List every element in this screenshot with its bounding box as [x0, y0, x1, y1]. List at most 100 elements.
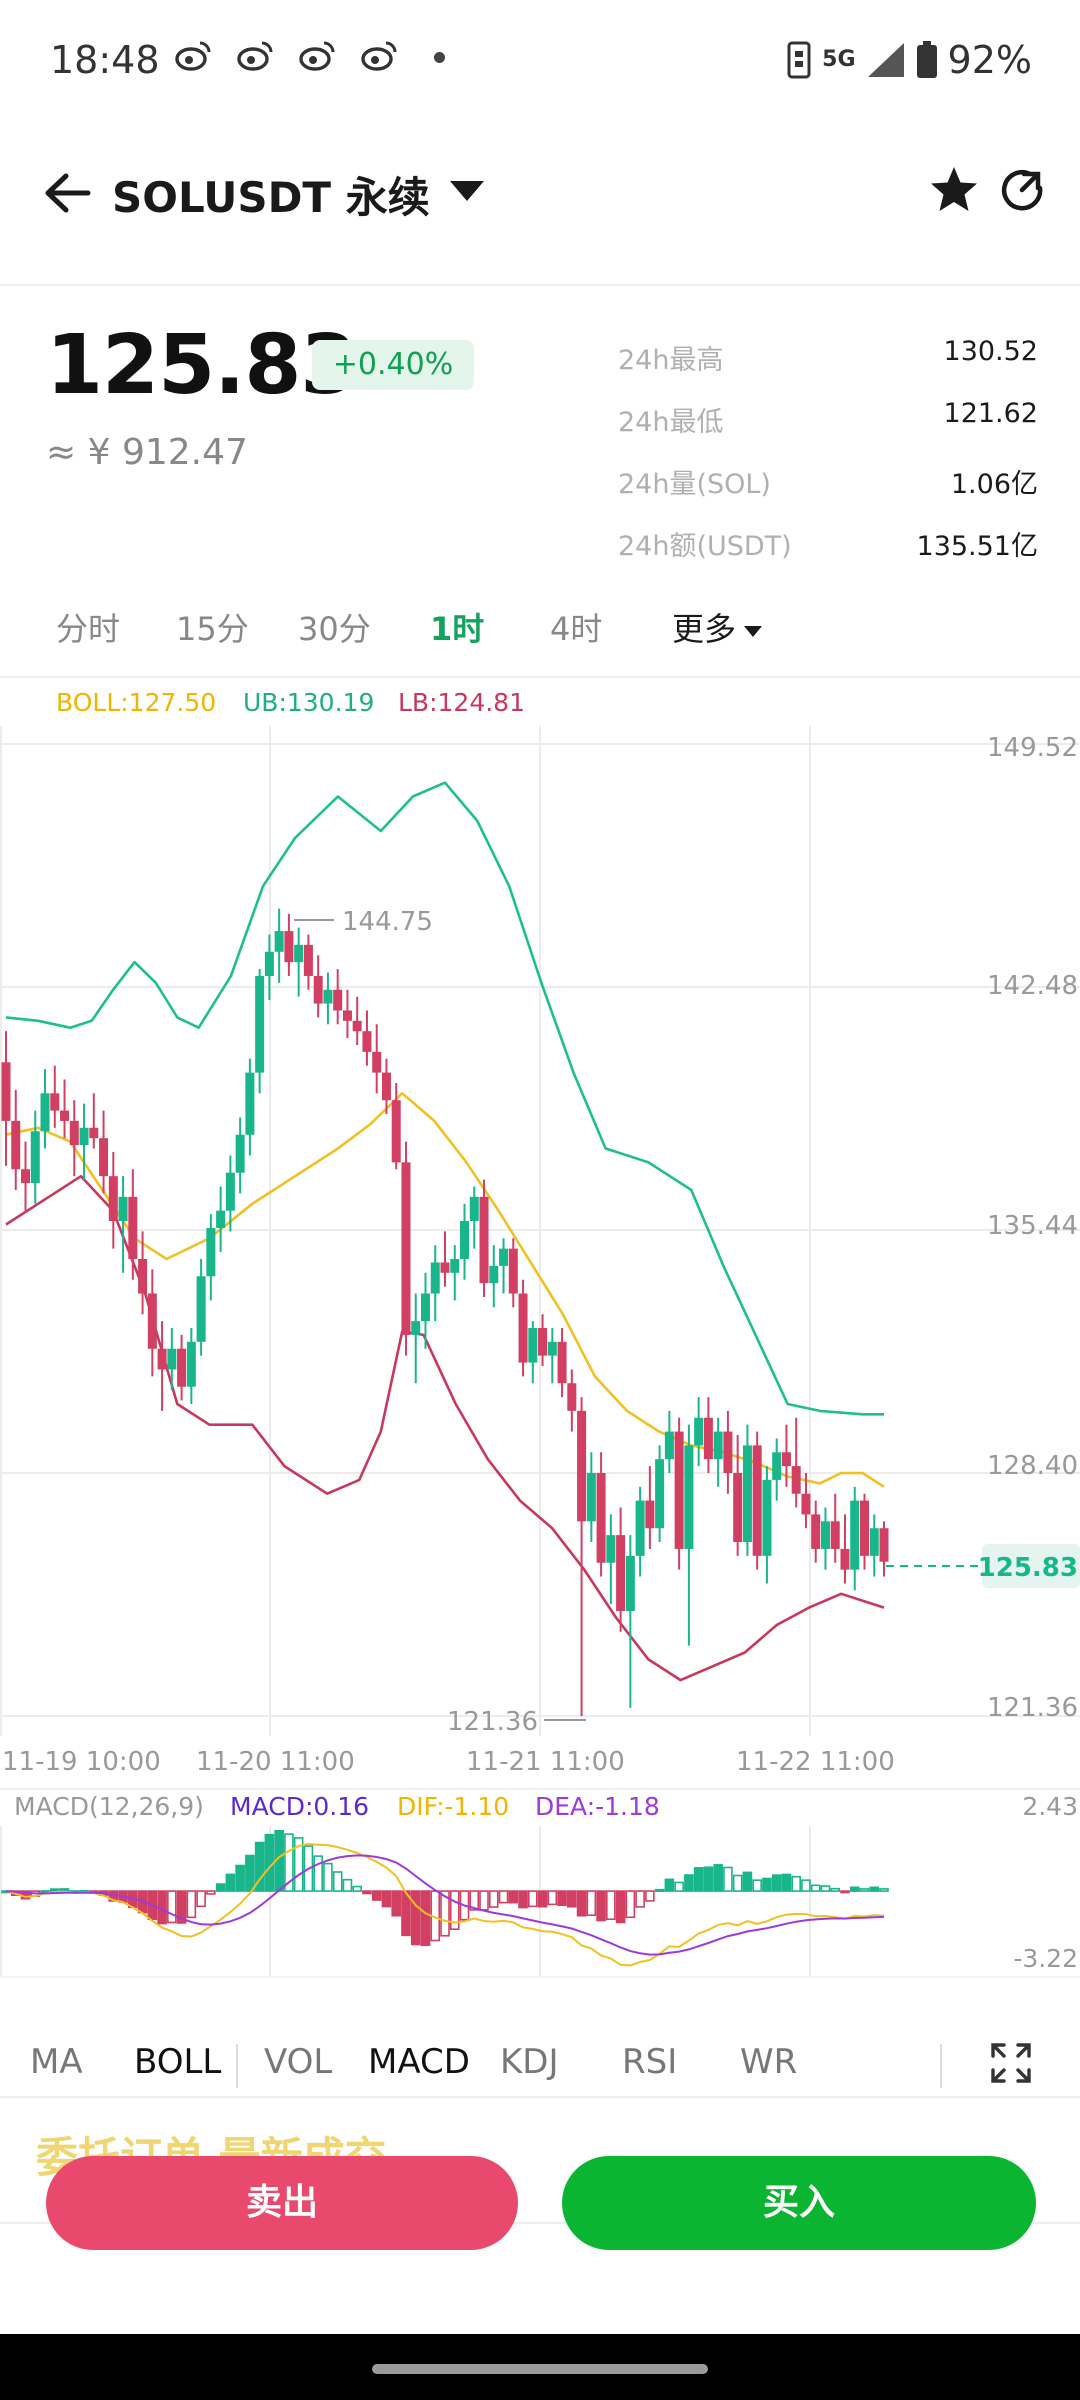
divider: [0, 1976, 1080, 1978]
candle-body: [167, 1348, 177, 1370]
candle-body: [323, 989, 333, 1004]
candle-body: [762, 1479, 772, 1556]
stat-value: 130.52: [943, 336, 1038, 367]
fullscreen-icon[interactable]: [990, 2042, 1032, 2084]
tab-indicator-boll[interactable]: BOLL: [134, 2042, 222, 2082]
tab-indicator-rsi[interactable]: RSI: [622, 2042, 678, 2082]
candle-body: [79, 1127, 89, 1146]
macd-value: MACD:0.16: [230, 1792, 370, 1821]
candle-body: [391, 1100, 401, 1163]
stat-label: 24h额(USDT): [618, 531, 792, 562]
battery-icon: [916, 41, 937, 78]
macd-histogram-bar: [527, 1890, 538, 1908]
macd-histogram-bar: [762, 1877, 772, 1892]
macd-histogram-bar: [196, 1890, 206, 1908]
macd-histogram-bar: [576, 1890, 587, 1917]
macd-histogram-bar: [293, 1837, 304, 1892]
boll-mid-line: [5, 1091, 885, 1488]
macd-histogram-bar: [567, 1890, 577, 1908]
boll-lower-value: LB:124.81: [398, 688, 525, 717]
candle-body: [99, 1138, 109, 1177]
candle-body: [411, 1321, 421, 1335]
macd-histogram-bar: [449, 1890, 460, 1930]
candle-body: [518, 1293, 528, 1363]
candle-body: [50, 1093, 60, 1111]
candle-body: [138, 1258, 148, 1294]
candle-body: [235, 1134, 245, 1173]
macd-histogram-bar: [508, 1890, 519, 1904]
macd-histogram-bar: [469, 1890, 480, 1911]
candle-body: [879, 1528, 889, 1562]
macd-histogram-bar: [479, 1890, 489, 1911]
candle-body: [352, 1020, 362, 1032]
tab-timeframe-4h[interactable]: 4时: [550, 610, 603, 648]
candle-body: [381, 1072, 391, 1101]
candle-body: [128, 1196, 138, 1259]
tab-indicator-macd[interactable]: MACD: [368, 2042, 470, 2082]
macd-histogram-bar: [332, 1871, 343, 1892]
candle-body: [694, 1417, 704, 1446]
macd-chart[interactable]: [0, 1826, 1080, 1976]
candle-body: [11, 1120, 21, 1170]
tab-timeframe-1h[interactable]: 1时: [430, 610, 485, 648]
y-axis-label: 149.52: [987, 733, 1078, 763]
tab-timeframe-more[interactable]: 更多: [672, 604, 764, 650]
candle-body: [801, 1493, 811, 1515]
macd-histogram-bar: [869, 1886, 880, 1892]
weibo-notification-icon: [175, 41, 211, 71]
tab-indicator-vol[interactable]: VOL: [264, 2042, 333, 2082]
macd-histogram-bar: [215, 1883, 226, 1892]
macd-histogram-bar: [713, 1864, 723, 1892]
y-axis-label: 121.36: [987, 1693, 1078, 1723]
macd-histogram-bar: [547, 1890, 558, 1906]
tab-indicator-wr[interactable]: WR: [740, 2042, 798, 2082]
candle-body: [586, 1473, 596, 1522]
weibo-notification-icon: [299, 41, 335, 71]
candle-body: [557, 1341, 567, 1384]
candle-body: [528, 1328, 538, 1363]
candle-body: [420, 1293, 430, 1322]
tab-indicator-kdj[interactable]: KDJ: [500, 2042, 559, 2082]
macd-histogram-bar: [167, 1890, 177, 1924]
macd-histogram-bar: [245, 1854, 255, 1892]
macd-histogram-bar: [703, 1866, 714, 1892]
home-gesture-bar[interactable]: [372, 2364, 708, 2374]
tab-timeframe-30m[interactable]: 30分: [298, 610, 371, 648]
share-icon[interactable]: [1000, 168, 1044, 212]
macd-histogram-bar: [323, 1862, 333, 1892]
candle-body: [791, 1466, 801, 1494]
macd-histogram-bar: [586, 1890, 597, 1917]
top-nav: SOLUSDT 永续: [0, 140, 1080, 250]
symbol-dropdown-icon[interactable]: [448, 178, 486, 204]
macd-histogram-bar: [625, 1890, 636, 1919]
favorite-star-icon[interactable]: [928, 164, 980, 216]
macd-histogram-bar: [830, 1887, 841, 1892]
macd-histogram-bar: [420, 1890, 431, 1947]
candle-body: [255, 975, 265, 1073]
macd-histogram-bar: [459, 1890, 470, 1921]
candle-body: [225, 1172, 235, 1211]
candle-body: [469, 1196, 479, 1222]
macd-histogram-bar: [752, 1879, 762, 1892]
tab-timeframe-15m[interactable]: 15分: [176, 610, 249, 648]
macd-histogram-bar: [186, 1890, 197, 1919]
back-arrow-icon[interactable]: [40, 168, 94, 218]
macd-histogram-bar: [342, 1878, 353, 1892]
buy-button[interactable]: 买入: [562, 2156, 1036, 2250]
candle-body: [245, 1072, 255, 1135]
symbol-title[interactable]: SOLUSDT 永续: [112, 173, 430, 222]
macd-y-min: -3.22: [1013, 1944, 1078, 1973]
tab-indicator-ma[interactable]: MA: [30, 2042, 83, 2082]
tab-timeframe-line[interactable]: 分时: [56, 610, 121, 648]
sell-button[interactable]: 卖出: [46, 2156, 518, 2250]
divider: [0, 676, 1080, 678]
macd-histogram-bar: [645, 1890, 655, 1902]
stat-value: 135.51亿: [916, 531, 1038, 562]
high-price-annotation: 144.75: [342, 907, 433, 937]
candle-body: [616, 1535, 626, 1612]
candlestick-chart[interactable]: 149.52 142.48 135.44 128.40 121.36 11-19…: [0, 726, 1080, 1786]
last-price: 125.83: [46, 318, 357, 413]
x-axis-label: 11-21 11:00: [466, 1747, 625, 1777]
macd-histogram-bar: [879, 1888, 889, 1892]
candle-body: [342, 1010, 352, 1021]
